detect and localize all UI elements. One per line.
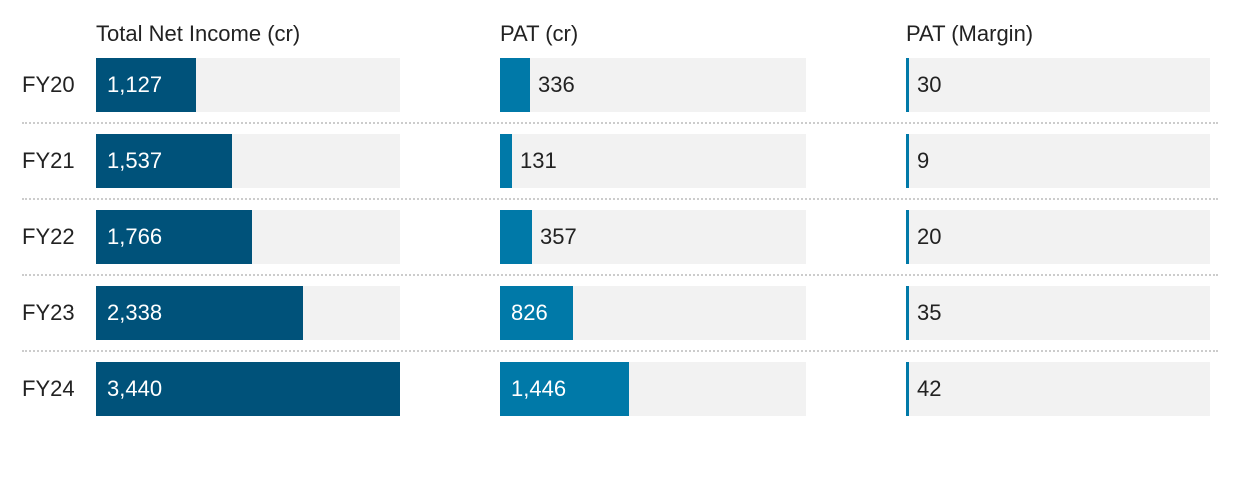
data-label: 9 (917, 148, 930, 173)
row-separator (22, 122, 1218, 124)
bar (500, 134, 512, 188)
row-separator (22, 274, 1218, 276)
data-label: 357 (540, 224, 577, 249)
data-label: 2,338 (107, 300, 163, 325)
data-label: 35 (917, 300, 942, 325)
bar-track (906, 210, 1210, 264)
bar-track (906, 286, 1210, 340)
bar-track (500, 58, 806, 112)
data-label: 1,127 (107, 72, 163, 97)
bar (96, 210, 252, 264)
bar-track (500, 210, 806, 264)
data-label: 826 (511, 300, 548, 325)
bar-track (500, 134, 806, 188)
bar-track (906, 362, 1210, 416)
column-title: PAT (Margin) (906, 21, 1034, 46)
bar (96, 286, 303, 340)
data-label: 1,537 (107, 148, 163, 173)
row-separator (22, 350, 1218, 352)
data-label: 42 (917, 376, 942, 401)
bar (906, 134, 909, 188)
row-label: FY21 (22, 148, 75, 173)
bar-track (906, 58, 1210, 112)
data-label: 131 (520, 148, 557, 173)
data-label: 3,440 (107, 376, 163, 401)
bar (96, 362, 400, 416)
bar (500, 210, 532, 264)
bar (906, 58, 909, 112)
data-label: 336 (538, 72, 575, 97)
bar (906, 362, 909, 416)
column-title: PAT (cr) (500, 21, 579, 46)
bar-track (906, 134, 1210, 188)
row-label: FY20 (22, 72, 75, 97)
data-label: 30 (917, 72, 942, 97)
bar (906, 210, 909, 264)
data-label: 20 (917, 224, 942, 249)
bar (500, 286, 573, 340)
row-label: FY24 (22, 376, 75, 401)
row-separator (22, 198, 1218, 200)
bar (500, 362, 629, 416)
data-label: 1,446 (511, 376, 567, 401)
bar (96, 134, 232, 188)
bar (96, 58, 196, 112)
bar (500, 58, 530, 112)
row-label: FY22 (22, 224, 75, 249)
row-label: FY23 (22, 300, 75, 325)
bar (906, 286, 909, 340)
data-label: 1,766 (107, 224, 163, 249)
column-title: Total Net Income (cr) (96, 21, 301, 46)
